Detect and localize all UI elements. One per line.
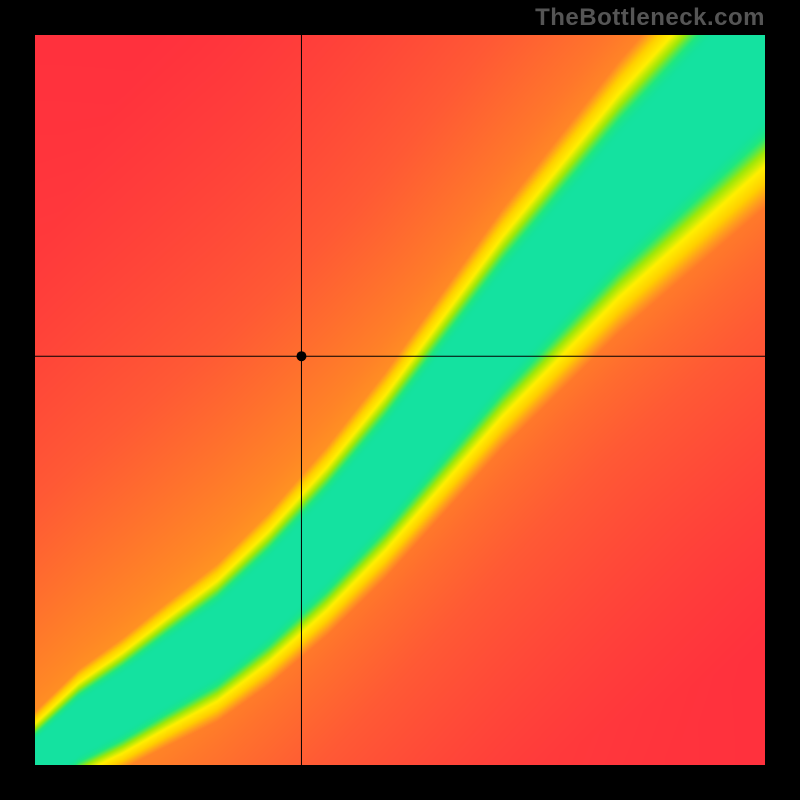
figure-frame: TheBottleneck.com (0, 0, 800, 800)
attribution-label: TheBottleneck.com (535, 4, 765, 32)
target-marker (296, 351, 306, 361)
plot-area (35, 35, 765, 765)
overlay-svg (35, 35, 765, 765)
